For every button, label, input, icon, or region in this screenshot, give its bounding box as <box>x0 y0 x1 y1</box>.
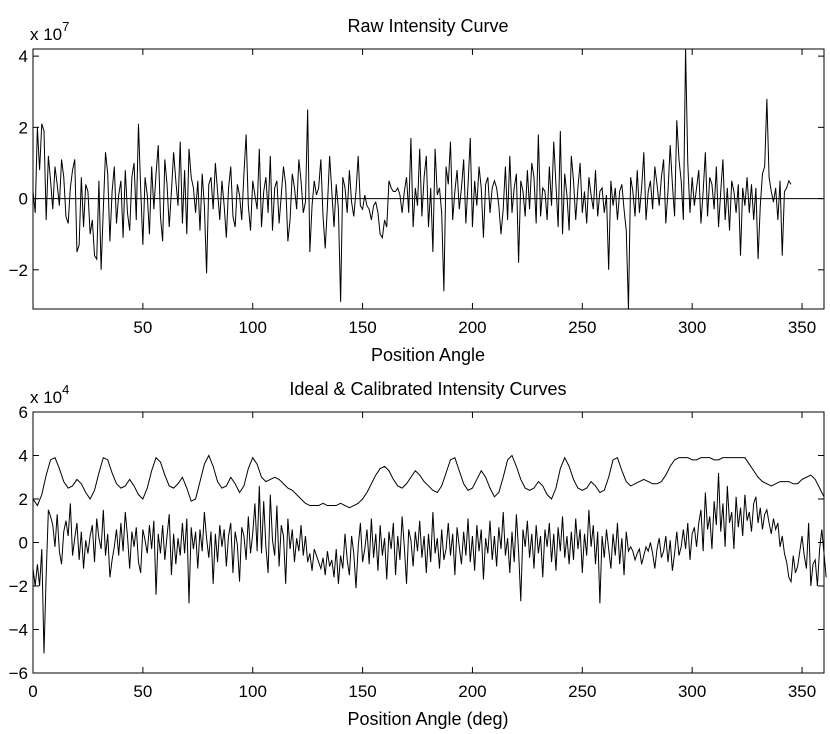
x-tick-label: 300 <box>678 682 706 701</box>
x-axis: 50 100 150 200 250 300 350 <box>133 49 816 337</box>
y-tick-label: 2 <box>19 490 28 509</box>
x-tick-label: 150 <box>348 682 376 701</box>
y-tick-label: 0 <box>19 190 28 209</box>
x-axis: 0 50 100 150 200 250 300 350 <box>28 412 816 701</box>
y-axis: −2 0 2 4 <box>9 47 824 280</box>
y-tick-label: −2 <box>9 577 28 596</box>
x-tick-label: 200 <box>458 318 486 337</box>
chart-title: Raw Intensity Curve <box>347 16 508 36</box>
x-tick-label: 100 <box>239 682 267 701</box>
x-tick-label: 50 <box>133 318 152 337</box>
ideal-calibrated-chart: Ideal & Calibrated Intensity Curves x 10… <box>9 379 827 729</box>
y-tick-label: 4 <box>19 47 28 66</box>
y-exponent-label: x 107 <box>30 19 69 44</box>
y-axis: −6 −4 −2 0 2 4 6 <box>9 403 824 683</box>
x-tick-label: 150 <box>348 318 376 337</box>
x-tick-label: 250 <box>568 318 596 337</box>
x-tick-label: 300 <box>678 318 706 337</box>
raw-intensity-chart: Raw Intensity Curve x 107 −2 0 2 4 50 100 150… <box>9 16 825 365</box>
x-axis-label: Position Angle (deg) <box>347 709 508 729</box>
plot-frame <box>32 411 825 674</box>
y-tick-label: 2 <box>19 118 28 137</box>
ideal-intensity-line <box>32 454 825 509</box>
y-tick-label: 0 <box>19 534 28 553</box>
x-axis-label: Position Angle <box>371 345 485 365</box>
x-tick-label: 50 <box>133 682 152 701</box>
y-tick-label: 4 <box>19 447 28 466</box>
x-tick-label: 250 <box>568 682 596 701</box>
raw-intensity-line <box>32 48 792 310</box>
y-tick-label: −4 <box>9 621 28 640</box>
x-tick-label: 350 <box>788 682 816 701</box>
plot-frame <box>32 48 825 310</box>
y-tick-label: 6 <box>19 403 28 422</box>
x-tick-label: 350 <box>788 318 816 337</box>
y-tick-label: −2 <box>9 261 28 280</box>
y-tick-label: −6 <box>9 664 28 683</box>
calibrated-intensity-line <box>32 472 827 654</box>
x-tick-label: 100 <box>239 318 267 337</box>
chart-title: Ideal & Calibrated Intensity Curves <box>289 379 566 399</box>
x-tick-label: 200 <box>458 682 486 701</box>
y-exponent-label: x 104 <box>30 382 69 407</box>
x-tick-label: 0 <box>28 682 37 701</box>
